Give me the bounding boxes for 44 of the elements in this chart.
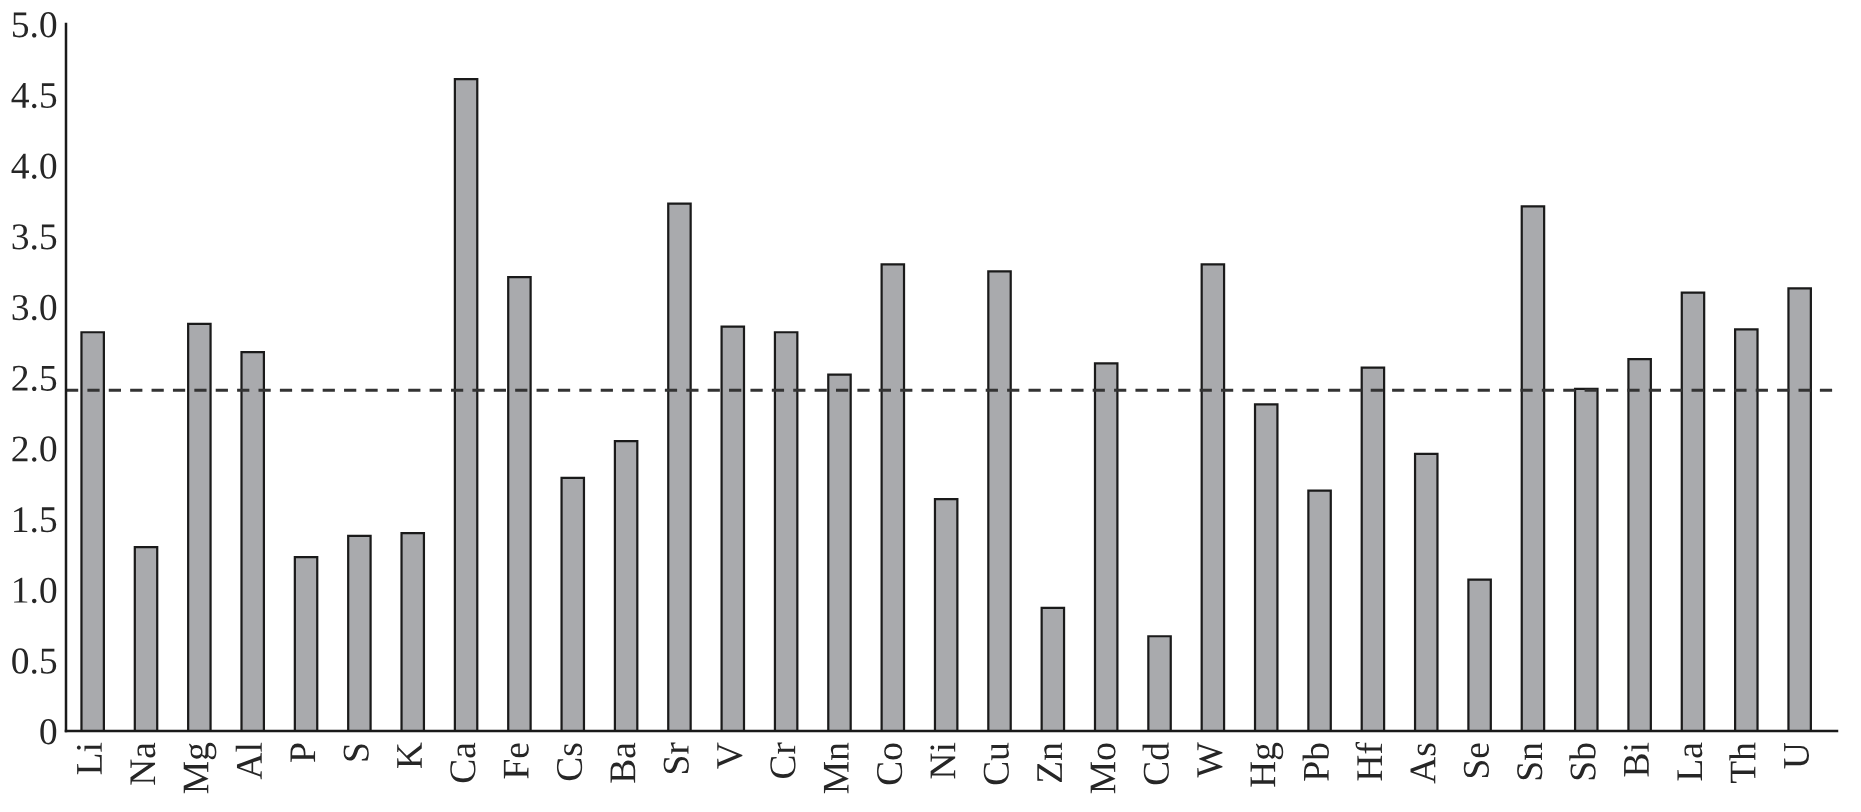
x-tick-label: Pb — [1302, 743, 1329, 781]
x-tick-label: Se — [1463, 743, 1489, 778]
x-tick-label: Ba — [610, 742, 636, 783]
y-tick-label: 0 — [40, 719, 57, 745]
x-tick-label: K — [397, 742, 422, 769]
x-tick-label: Mn — [823, 742, 849, 794]
x-tick-label: P — [290, 743, 316, 762]
x-tick-label: Al — [235, 742, 262, 780]
y-tick-label: 2.5 — [12, 365, 57, 392]
x-tick-label: W — [1197, 742, 1223, 778]
x-tick-label: Hg — [1250, 742, 1284, 787]
x-tick-label: Ni — [930, 742, 956, 779]
y-tick-label: 3.5 — [12, 224, 57, 250]
x-tick-label: U — [1784, 742, 1810, 769]
y-tick-label: 4.5 — [11, 83, 57, 109]
x-tick-label: Mo — [1090, 743, 1116, 794]
y-tick-label: 3.0 — [12, 294, 57, 321]
x-tick-label: Sr — [663, 742, 689, 773]
y-tick-label: 0.5 — [12, 648, 57, 674]
x-tick-label: Na — [130, 742, 156, 785]
y-tick-label: 5.0 — [12, 12, 57, 38]
x-tick-label: Cr — [770, 742, 796, 779]
x-tick-label: S — [343, 744, 369, 761]
x-tick-label: Co — [877, 743, 903, 785]
x-tick-label: Cu — [983, 742, 1009, 785]
y-tick-label: 1.0 — [14, 577, 57, 604]
x-tick-label: Li — [76, 742, 102, 775]
x-tick-label: Cd — [1142, 742, 1169, 785]
x-tick-label: Sn — [1517, 742, 1543, 780]
x-tick-label: Sb — [1569, 743, 1596, 780]
y-tick-label: 2.0 — [12, 436, 57, 462]
x-tick-label: Zn — [1037, 742, 1062, 782]
x-tick-label: Mg — [183, 742, 217, 794]
x-tick-label: La — [1677, 742, 1703, 781]
x-tick-label: Th — [1729, 742, 1756, 784]
x-tick-label: Hf — [1355, 742, 1382, 781]
x-tick-label: As — [1410, 743, 1436, 784]
y-tick-label: 1.5 — [14, 507, 57, 533]
x-tick-label: Bi — [1623, 742, 1649, 777]
x-tick-label: Fe — [503, 743, 529, 779]
x-tick-label: Cs — [556, 743, 583, 781]
y-tick-label: 4.0 — [11, 153, 57, 179]
x-tick-label: Ca — [450, 742, 476, 783]
x-tick-label: V — [717, 742, 743, 769]
